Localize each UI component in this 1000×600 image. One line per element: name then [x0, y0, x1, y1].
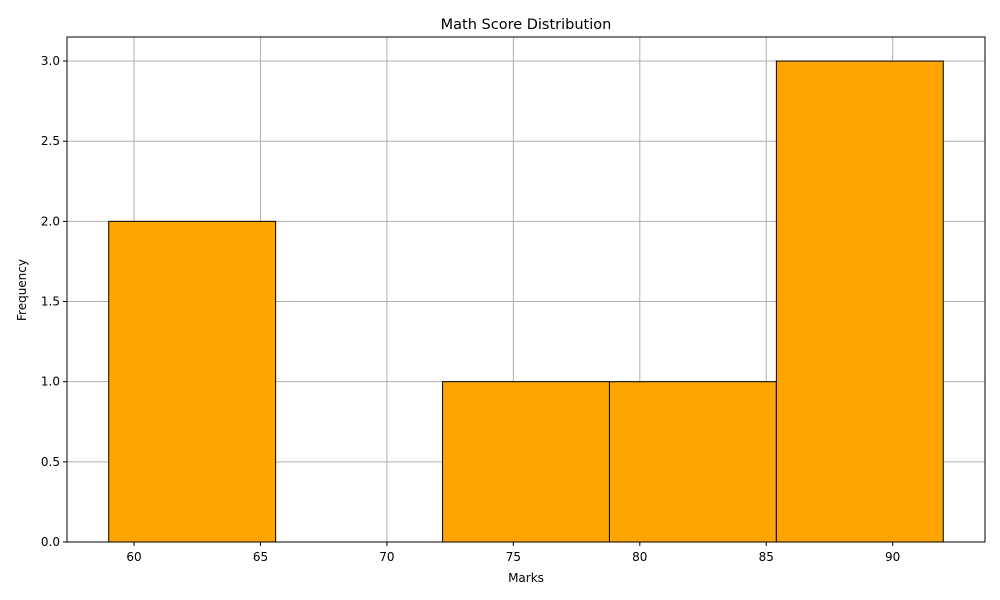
x-tick-label: 70	[379, 550, 394, 564]
y-tick-label: 1.0	[41, 375, 60, 389]
y-tick-label: 2.5	[41, 134, 60, 148]
x-tick-label: 65	[253, 550, 268, 564]
y-tick-label: 0.0	[41, 535, 60, 549]
bars	[108, 60, 944, 543]
plot-frame	[66, 36, 986, 543]
x-tick-label: 90	[885, 550, 900, 564]
y-tick-label: 0.5	[41, 455, 60, 469]
y-axis-ticks: 0.0 0.5 1.0 1.5 2.0 2.5 3.0	[41, 54, 67, 549]
x-tick-label: 75	[506, 550, 521, 564]
x-axis-ticks: 60 65 70 75 80 85 90	[126, 542, 900, 564]
x-tick-label: 85	[759, 550, 774, 564]
y-tick-label: 3.0	[41, 54, 60, 68]
y-tick-label: 2.0	[41, 214, 60, 228]
y-axis-label: Frequency	[15, 259, 29, 321]
histogram-bar-4	[775, 60, 944, 543]
histogram-bar-3	[608, 381, 777, 543]
histogram-bar-2	[442, 381, 610, 543]
x-axis-label: Marks	[508, 571, 544, 585]
x-tick-label: 60	[126, 550, 141, 564]
chart-title: Math Score Distribution	[441, 17, 612, 33]
histogram-bar-0	[108, 220, 277, 543]
y-tick-label: 1.5	[41, 295, 60, 309]
x-tick-label: 80	[632, 550, 647, 564]
